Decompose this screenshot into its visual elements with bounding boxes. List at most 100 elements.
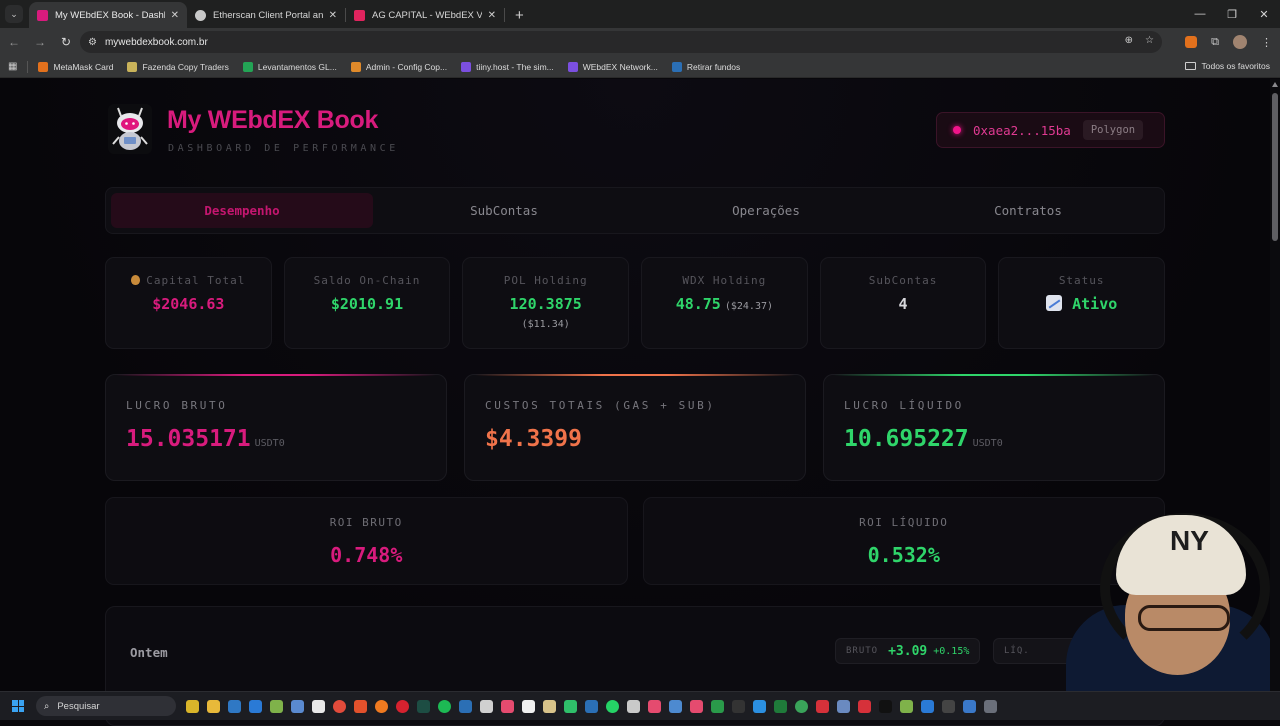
store-icon[interactable] (228, 699, 241, 713)
windows-start-icon[interactable] (12, 700, 24, 712)
close-tab-icon[interactable]: ✕ (487, 9, 496, 21)
zoom-icon[interactable]: ⊕ (1124, 35, 1134, 46)
firefox-icon[interactable] (375, 699, 388, 713)
close-tab-icon[interactable]: ✕ (328, 9, 337, 21)
chrome-icon[interactable] (333, 699, 346, 713)
search-placeholder: Pesquisar (57, 700, 100, 712)
tab-operacoes[interactable]: Operações (732, 203, 800, 218)
scrollbar-thumb[interactable] (1272, 93, 1278, 241)
bookmark-label: Levantamentos GL... (257, 61, 337, 72)
app-icon[interactable] (669, 699, 682, 713)
cap-logo: NY (1170, 525, 1209, 556)
stat-label: Status (1058, 274, 1105, 287)
back-icon[interactable]: ← (8, 35, 20, 49)
folder-icon (1185, 62, 1197, 70)
extensions-icon[interactable]: ⧉ (1211, 35, 1219, 48)
site-info-icon[interactable]: ⚙ (88, 36, 97, 48)
url-text[interactable]: mywebdexbook.com.br (104, 36, 208, 48)
opera-icon[interactable] (396, 699, 409, 713)
app-icon[interactable] (900, 699, 913, 713)
stat-value: 120.3875 (509, 295, 582, 313)
tab-subcontas[interactable]: SubContas (470, 203, 538, 218)
all-bookmarks-button[interactable]: Todos os favoritos (1185, 61, 1270, 71)
bookmark-tiiny[interactable]: tiiny.host - The sim... (461, 61, 554, 72)
app-icon[interactable] (795, 699, 808, 713)
document-icon[interactable] (522, 699, 535, 713)
bookmark-admin[interactable]: Admin - Config Cop... (350, 61, 447, 72)
address-bar[interactable]: ⚙ mywebdexbook.com.br ⊕ ☆ (80, 31, 1162, 53)
reload-icon[interactable]: ↻ (60, 35, 72, 49)
taskbar-search[interactable]: ⌕ Pesquisar (36, 696, 176, 716)
app-icon[interactable] (564, 699, 577, 713)
p-icon (671, 61, 682, 72)
browser-tab-agcapital[interactable]: AG CAPITAL - WEbdEX V5 ✕ (346, 2, 504, 28)
tradingview-icon[interactable] (480, 699, 493, 713)
bookmark-retirar-fundos[interactable]: Retirar fundos (671, 61, 740, 72)
page-scrollbar[interactable] (1270, 79, 1280, 691)
tab-label: Etherscan Client Portal and Serv (213, 9, 323, 21)
app-icon[interactable] (774, 699, 787, 713)
app-icon[interactable] (627, 699, 640, 713)
leaf-icon (127, 61, 138, 72)
vscode-icon[interactable] (921, 699, 934, 713)
close-tab-icon[interactable]: ✕ (170, 9, 179, 21)
tab-search-button[interactable]: ⌄ (5, 5, 23, 23)
new-tab-button[interactable]: + (515, 7, 524, 24)
app-icon[interactable] (291, 699, 304, 713)
apps-grid-icon[interactable]: ▦ (8, 61, 18, 72)
app-subtitle: DASHBOARD DE PERFORMANCE (168, 143, 399, 154)
app-icon[interactable] (963, 699, 976, 713)
file-explorer-icon[interactable] (207, 699, 220, 713)
bookmark-fazenda[interactable]: Fazenda Copy Traders (127, 61, 229, 72)
app-icon[interactable] (816, 699, 829, 713)
outlook-icon[interactable] (249, 699, 262, 713)
whatsapp-icon[interactable] (606, 699, 619, 713)
metamask-extension-icon[interactable] (1185, 36, 1198, 48)
terminal-icon[interactable] (942, 699, 955, 713)
bookmark-star-icon[interactable]: ☆ (1145, 35, 1154, 46)
profile-avatar[interactable] (1233, 35, 1247, 49)
close-window-icon[interactable]: ✕ (1259, 8, 1269, 21)
bookmark-metamask-card[interactable]: MetaMask Card (38, 61, 113, 72)
stats-row: Capital Total $2046.63 Saldo On-Chain $2… (105, 257, 1166, 349)
tab-desempenho[interactable]: Desempenho (111, 193, 373, 228)
calculator-icon[interactable] (984, 699, 997, 713)
tab-label: AG CAPITAL - WEbdEX V5 (372, 9, 482, 21)
app-icon[interactable] (501, 699, 514, 713)
document-icon[interactable] (312, 699, 325, 713)
restore-icon[interactable]: ❐ (1227, 8, 1237, 21)
scroll-up-icon[interactable] (1272, 82, 1278, 87)
card-label: LUCRO LÍQUIDO (844, 399, 964, 412)
money-bag-icon (131, 275, 141, 285)
taskbar-apps (186, 699, 997, 713)
app-icon[interactable] (459, 699, 472, 713)
wallet-badge[interactable]: 0xaea2...15ba Polygon (936, 112, 1165, 148)
browser-tab-webdex[interactable]: My WEbdEX Book - Dashboard ✕ (29, 2, 187, 28)
brave-icon[interactable] (354, 699, 367, 713)
app-icon[interactable] (543, 699, 556, 713)
app-icon[interactable] (837, 699, 850, 713)
app-icon[interactable] (879, 699, 892, 713)
minimize-icon[interactable]: — (1194, 8, 1206, 20)
app-icon[interactable] (711, 699, 724, 713)
app-icon[interactable] (690, 699, 703, 713)
app-icon[interactable] (186, 699, 199, 713)
spotify-icon[interactable] (438, 699, 451, 713)
app-icon[interactable] (648, 699, 661, 713)
bookmark-levantamentos[interactable]: Levantamentos GL... (242, 61, 337, 72)
roi-label: ROI LÍQUIDO (859, 516, 949, 529)
tab-label: My WEbdEX Book - Dashboard (55, 9, 165, 21)
app-icon[interactable] (753, 699, 766, 713)
bookmark-webdex-network[interactable]: WEbdEX Network... (567, 61, 658, 72)
tab-contratos[interactable]: Contratos (994, 203, 1062, 218)
app-icon[interactable] (417, 699, 430, 713)
stat-value: 48.75 (675, 295, 721, 313)
app-icon[interactable] (858, 699, 871, 713)
app-icon[interactable] (732, 699, 745, 713)
more-menu-icon[interactable]: ⋮ (1261, 36, 1272, 49)
app-icon[interactable] (270, 699, 283, 713)
browser-tab-etherscan[interactable]: Etherscan Client Portal and Serv ✕ (187, 2, 345, 28)
app-icon[interactable] (585, 699, 598, 713)
forward-icon[interactable]: → (34, 35, 46, 49)
stat-capital-total: Capital Total $2046.63 (105, 257, 272, 349)
